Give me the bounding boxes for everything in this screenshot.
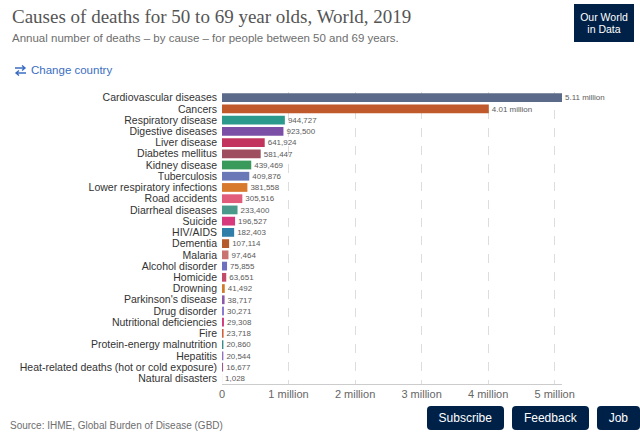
- svg-text:30,271: 30,271: [227, 307, 252, 316]
- svg-text:Alcohol disorder: Alcohol disorder: [142, 260, 218, 272]
- svg-text:Dementia: Dementia: [172, 237, 217, 249]
- html-text:Subscribe: Subscribe: [438, 411, 492, 425]
- svg-text:305,516: 305,516: [245, 194, 274, 203]
- svg-text:107,114: 107,114: [232, 239, 261, 248]
- svg-text:29,308: 29,308: [227, 318, 252, 327]
- svg-text:Respiratory disease: Respiratory disease: [124, 114, 217, 126]
- svg-text:923,500: 923,500: [286, 127, 315, 136]
- svg-text:1 million: 1 million: [268, 388, 308, 400]
- svg-text:2 million: 2 million: [335, 388, 375, 400]
- svg-text:4.01 million: 4.01 million: [492, 105, 532, 114]
- svg-text:381,558: 381,558: [250, 183, 279, 192]
- html-text:Annual number of deaths – by c: Annual number of deaths – by cause – for…: [12, 32, 399, 44]
- svg-text:Cancers: Cancers: [178, 103, 217, 115]
- html-text:Job: Job: [608, 411, 628, 425]
- svg-text:Heat-related deaths (hot or co: Heat-related deaths (hot or cold exposur…: [20, 361, 217, 373]
- svg-text:Kidney disease: Kidney disease: [146, 159, 217, 171]
- svg-text:HIV/AIDS: HIV/AIDS: [172, 226, 217, 238]
- svg-text:Parkinson's disease: Parkinson's disease: [124, 293, 217, 305]
- svg-text:Hepatitis: Hepatitis: [176, 350, 217, 362]
- svg-text:Cardiovascular diseases: Cardiovascular diseases: [103, 91, 217, 103]
- svg-text:Nutritional deficiencies: Nutritional deficiencies: [112, 316, 217, 328]
- svg-text:Fire: Fire: [199, 327, 217, 339]
- svg-text:Homicide: Homicide: [173, 271, 217, 283]
- html-text:Our World in Data: Our World in Data: [580, 11, 628, 35]
- svg-text:20,544: 20,544: [226, 352, 251, 361]
- svg-text:409,876: 409,876: [252, 172, 281, 181]
- svg-text:5 million: 5 million: [535, 388, 575, 400]
- svg-text:Lower respiratory infections: Lower respiratory infections: [89, 181, 217, 193]
- svg-text:38,717: 38,717: [228, 296, 253, 305]
- html-text:Source: IHME, Global Burden of: Source: IHME, Global Burden of Disease (…: [10, 420, 223, 431]
- html-text:Change country: Change country: [31, 64, 113, 76]
- html-text:Causes of deaths for 50 to 69: Causes of deaths for 50 to 69 year olds,…: [12, 6, 412, 27]
- svg-text:Diarrheal diseases: Diarrheal diseases: [130, 204, 217, 216]
- svg-text:75,855: 75,855: [230, 262, 255, 271]
- svg-text:641,924: 641,924: [268, 138, 297, 147]
- svg-text:196,527: 196,527: [238, 217, 267, 226]
- svg-text:0: 0: [219, 388, 225, 400]
- svg-text:Road accidents: Road accidents: [145, 192, 217, 204]
- svg-text:Natural disasters: Natural disasters: [138, 372, 217, 384]
- svg-text:1,028: 1,028: [225, 374, 245, 383]
- svg-text:16,677: 16,677: [226, 363, 251, 372]
- svg-text:Malaria: Malaria: [183, 249, 218, 261]
- svg-text:581,447: 581,447: [264, 150, 293, 159]
- svg-text:Drug disorder: Drug disorder: [153, 305, 217, 317]
- svg-text:439,469: 439,469: [254, 161, 283, 170]
- svg-text:182,403: 182,403: [237, 228, 266, 237]
- svg-text:Liver disease: Liver disease: [155, 136, 217, 148]
- svg-text:Tuberculosis: Tuberculosis: [158, 170, 217, 182]
- svg-text:20,860: 20,860: [226, 340, 251, 349]
- svg-text:233,400: 233,400: [241, 206, 270, 215]
- svg-text:63,651: 63,651: [229, 273, 254, 282]
- svg-text:944,727: 944,727: [288, 116, 317, 125]
- svg-text:Diabetes mellitus: Diabetes mellitus: [137, 147, 217, 159]
- svg-text:97,464: 97,464: [231, 251, 256, 260]
- svg-text:Protein-energy malnutrition: Protein-energy malnutrition: [91, 338, 217, 350]
- svg-text:3 million: 3 million: [401, 388, 441, 400]
- svg-text:41,492: 41,492: [228, 284, 253, 293]
- svg-text:5.11 million: 5.11 million: [565, 93, 605, 102]
- svg-text:Drowning: Drowning: [173, 282, 218, 294]
- svg-text:4 million: 4 million: [468, 388, 508, 400]
- svg-text:23,718: 23,718: [227, 329, 252, 338]
- svg-text:Suicide: Suicide: [183, 215, 218, 227]
- html-text:Feedback: Feedback: [523, 411, 577, 425]
- svg-text:Digestive diseases: Digestive diseases: [129, 125, 217, 137]
